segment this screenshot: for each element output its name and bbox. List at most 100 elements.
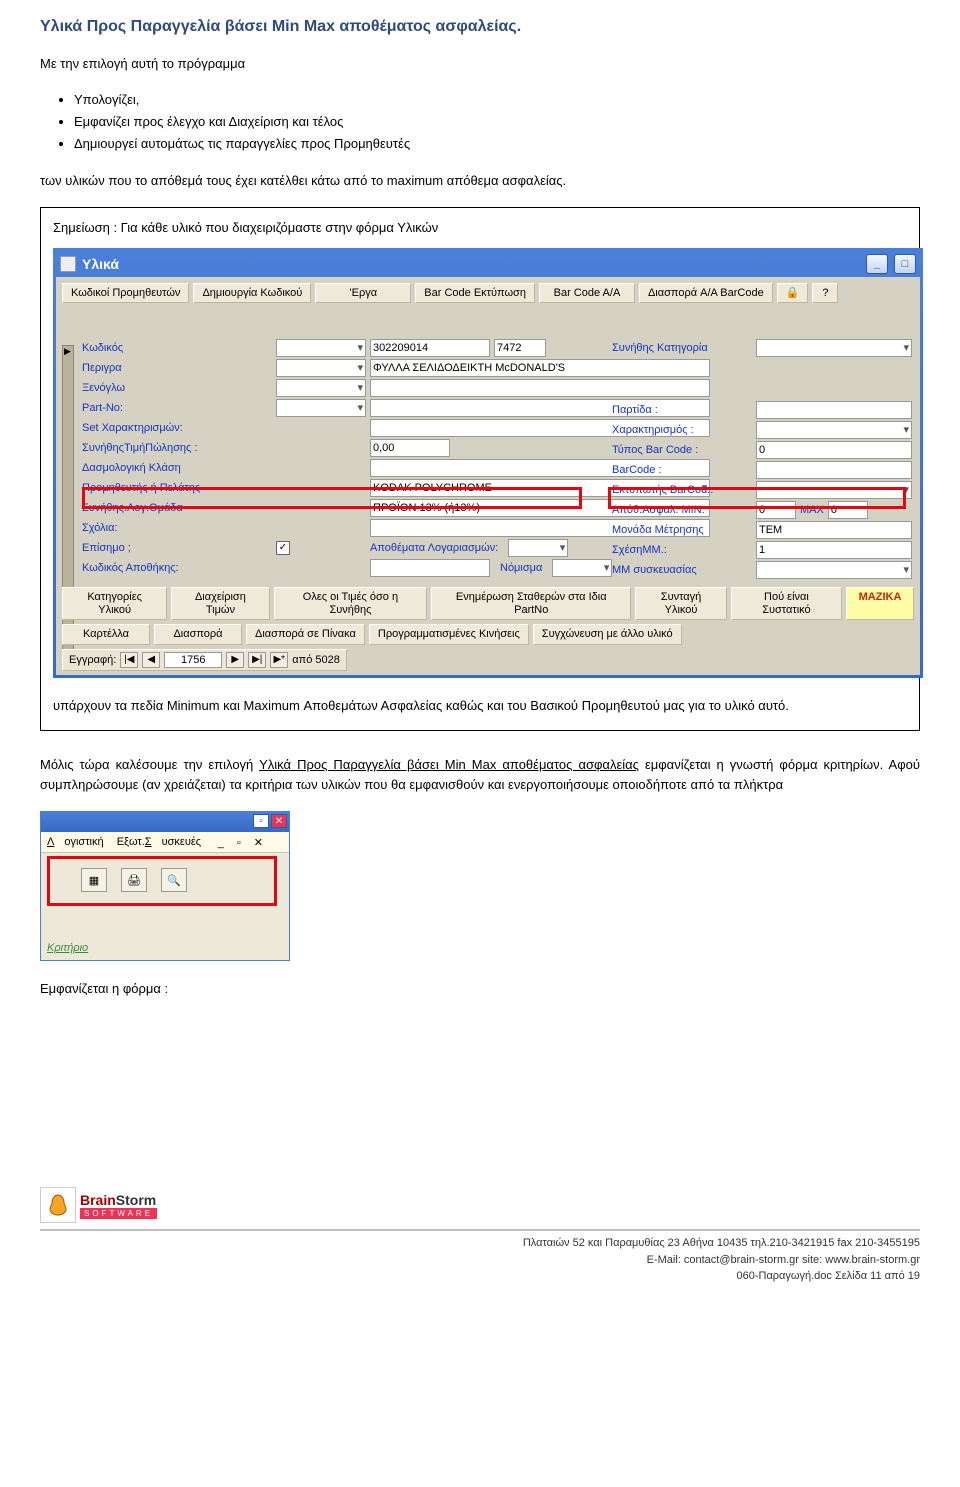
tab-button[interactable]: Ολες οι Τιμές όσο η Συνήθης [274,587,428,620]
mm-field[interactable]: TEM [756,521,912,539]
toolbar-button[interactable]: Bar Code A/A [539,283,635,304]
grid-icon[interactable]: ▦ [81,868,107,892]
toolbar-button[interactable]: Διασπορά A/A BarCode [639,283,773,304]
list-item: Δημιουργεί αυτομάτως τις παραγγελίες προ… [74,134,920,154]
question-icon[interactable]: ? [812,283,838,304]
toolbar-button[interactable]: 'Εργα [315,283,411,304]
toolbar-button[interactable]: Δημιουργία Κωδικού [193,283,311,304]
text: Μόλις τώρα καλέσουμε την επιλογή [40,757,259,772]
tab-button[interactable]: Διαχείριση Τιμών [171,587,269,620]
field-label: ΣχέσηMM.: [612,544,752,556]
note-box: Σημείωση : Για κάθε υλικό που διαχειριζό… [40,207,920,731]
episimo-checkbox[interactable]: ✓ [276,541,290,555]
nav-next-button[interactable]: ▶ [226,652,244,668]
footer-line: Πλαταιών 52 και Παραμυθίας 23 Αθήνα 1043… [40,1235,920,1252]
nomisma-dropdown[interactable] [552,559,612,577]
tab-button[interactable]: Ενημέρωση Σταθερών στα Ιδια PartNo [431,587,631,620]
field-label: Δασμολογική Κλάση [82,462,272,474]
nav-last-button[interactable]: ▶| [248,652,266,668]
menu-item[interactable]: ΛΛογιστικήογιστική [47,836,104,848]
barcode-type-field[interactable]: 0 [756,441,912,459]
xenoglo-dropdown[interactable] [276,379,366,397]
char-dropdown[interactable] [756,421,912,439]
id2-field[interactable]: 7472 [494,339,546,357]
field-label: ΣυνήθηςΤιμήΠώλησης : [82,442,272,454]
toolbar-row: Κωδικοί Προμηθευτών Δημιουργία Κωδικού '… [56,277,920,308]
minimize-button[interactable]: _ [866,254,888,274]
field-label: Περιγρα [82,362,272,374]
tab-button[interactable]: Προγραμματισμένες Κινήσεις [369,624,529,645]
bottom-toolbar: Κατηγορίες Υλικού Διαχείριση Τιμών Ολες … [62,587,914,645]
barcode-field[interactable] [756,461,912,479]
restore-button[interactable]: ▫ [253,814,269,828]
partno-dropdown[interactable] [276,399,366,417]
field-label: Set Χαρακτηρισμών: [82,422,272,434]
close-icon[interactable]: ✕ [254,836,263,849]
min-icon[interactable]: _ [218,837,224,849]
print-icon[interactable]: 🖨 [121,868,147,892]
tab-button[interactable]: Διασπορά σε Πίνακα [246,624,365,645]
partida-field[interactable] [756,401,912,419]
tab-button-mazika[interactable]: ΜΑΖΙΚΑ [846,587,914,620]
logo-text: Storm [116,1192,156,1208]
rec-no-field[interactable]: 1756 [164,652,222,668]
nav-prev-button[interactable]: ◀ [142,652,160,668]
sxesi-field[interactable]: 1 [756,541,912,559]
menu-titlebar: ▫ ✕ [41,812,289,832]
lock-icon[interactable]: 🔒 [777,283,809,304]
logo-mark-icon [40,1187,76,1223]
close-icon[interactable]: ✕ [271,814,287,828]
kodikos-field[interactable]: 302209014 [370,339,490,357]
field-label: BarCode : [612,464,752,476]
rec-label: Εγγραφή: [69,654,116,666]
rec-of-label: από 5028 [292,654,340,666]
field-label: Προμηθευτής ή Πελάτης [82,482,272,494]
mm-pack-dropdown[interactable] [756,561,912,579]
last-line: Εμφανίζεται η φόρμα : [40,979,920,999]
tab-button[interactable]: Διασπορά [154,624,242,645]
logariasmon-dropdown[interactable] [508,539,568,557]
after-bullets: των υλικών που το απόθεμά τους έχει κατέ… [40,171,920,191]
max-field[interactable]: 0 [828,501,868,519]
toolbar-button[interactable]: Bar Code Εκτύπωση [415,283,535,304]
toolbar-icons: ▦ 🖨 🔍 [81,868,187,892]
footer-line: E-Mail: contact@brain-storm.gr site: www… [40,1252,920,1269]
field-label: Ξενόγλω [82,382,272,394]
maximize-button[interactable]: □ [894,254,916,274]
field-label: Τύπος Bar Code : [612,444,752,456]
record-navigator: Εγγραφή: |◀ ◀ 1756 ▶ ▶| ▶* από 5028 [62,649,347,671]
perigr-dropdown[interactable] [276,359,366,377]
nav-new-button[interactable]: ▶* [270,652,288,668]
field-label: Συνήθης Κατηγορία [612,342,752,354]
screenshot-ylika: Υλικά _ □ Κωδικοί Προμηθευτών Δημιουργία… [53,248,923,678]
intro-para: Με την επιλογή αυτή το πρόγραμμα [40,54,920,74]
form-icon [60,256,76,272]
timi-field[interactable]: 0,00 [370,439,450,457]
bullet-list: Υπολογίζει, Εμφανίζει προς έλεγχο και Δι… [74,90,920,154]
preview-icon[interactable]: 🔍 [161,868,187,892]
field-label: Αποθέματα Λογαριασμών: [370,542,498,554]
note-top: Σημείωση : Για κάθε υλικό που διαχειριζό… [53,218,907,238]
kodikos-dropdown[interactable] [276,339,366,357]
after-note-para: Μόλις τώρα καλέσουμε την επιλογή Υλικά Π… [40,755,920,795]
tab-button[interactable]: Συγχώνευση με άλλο υλικό [533,624,682,645]
min-field[interactable]: 0 [756,501,796,519]
apothiki-field[interactable] [370,559,490,577]
barcode-printer-dropdown[interactable] [756,481,912,499]
nav-first-button[interactable]: |◀ [120,652,138,668]
category-dropdown[interactable] [756,339,912,357]
restore-icon[interactable]: ▫ [237,837,241,849]
list-item: Υπολογίζει, [74,90,920,110]
field-label: Συνήθης.Λογ.Ομάδα [82,502,272,514]
link-text: Υλικά Προς Παραγγελία βάσει Min Max αποθ… [259,757,639,772]
toolbar-button[interactable]: Κωδικοί Προμηθευτών [62,283,189,304]
page-footer: BrainStorm SOFTWARE Πλαταιών 52 και Παρα… [40,1229,920,1285]
tab-button[interactable]: Κατηγορίες Υλικού [62,587,167,620]
tab-button[interactable]: Συνταγή Υλικού [635,587,727,620]
menu-item[interactable]: Εξωτ.Συσκευές [117,836,201,848]
window-title: Υλικά [82,256,119,272]
brainstorm-logo: BrainStorm SOFTWARE [40,1187,157,1223]
field-label: Εκτυπωτής BarCod.: [612,484,752,496]
tab-button[interactable]: Πού είναι Συστατικό [731,587,842,620]
tab-button[interactable]: Καρτέλλα [62,624,150,645]
